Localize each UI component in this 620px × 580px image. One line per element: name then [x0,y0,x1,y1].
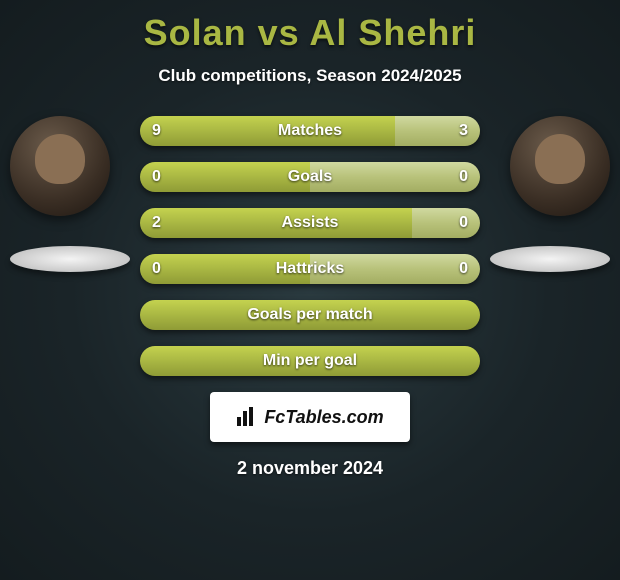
stat-label: Matches [140,116,480,146]
stat-row: Goals per match [140,300,480,330]
stat-row: Min per goal [140,346,480,376]
stat-bars: 93Matches 00Goals 20Assists 00Hattricks Goal… [140,116,480,376]
stat-row: 00Hattricks [140,254,480,284]
comparison-date: 2 november 2024 [0,458,620,479]
content-area: 93Matches 00Goals 20Assists 00Hattricks Goal… [0,116,620,479]
stat-row: 00Goals [140,162,480,192]
bars-icon [236,407,258,427]
source-badge: FcTables.com [210,392,410,442]
stat-label: Goals [140,162,480,192]
stat-label: Min per goal [140,346,480,376]
comparison-title: Solan vs Al Shehri [0,12,620,54]
stat-row: 93Matches [140,116,480,146]
stat-label: Goals per match [140,300,480,330]
player-avatar-right [510,116,610,216]
stat-label: Hattricks [140,254,480,284]
avatar-shadow-right [490,246,610,272]
stat-label: Assists [140,208,480,238]
comparison-subtitle: Club competitions, Season 2024/2025 [0,66,620,86]
player-avatar-left [10,116,110,216]
avatar-shadow-left [10,246,130,272]
stat-row: 20Assists [140,208,480,238]
source-badge-text: FcTables.com [264,407,383,428]
